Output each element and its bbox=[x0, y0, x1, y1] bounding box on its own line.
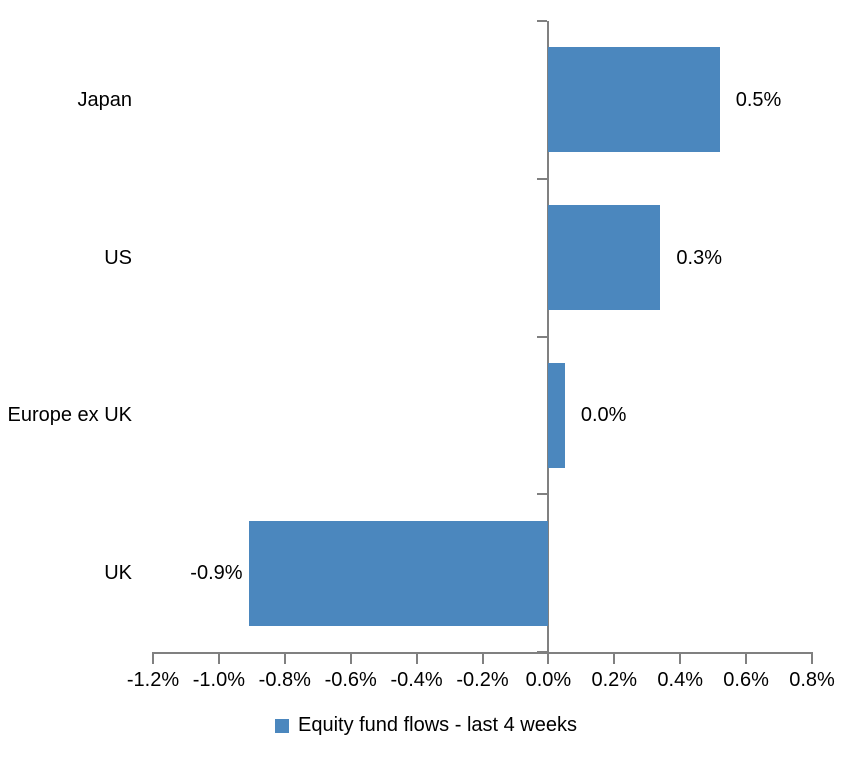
category-boundary-tick bbox=[537, 20, 548, 22]
category-label: Europe ex UK bbox=[7, 404, 132, 427]
bar bbox=[548, 362, 565, 468]
x-axis-tick-label: 0.6% bbox=[723, 669, 769, 691]
x-axis-tick-label: -1.0% bbox=[192, 669, 246, 691]
legend: Equity fund flows - last 4 weeks bbox=[0, 714, 852, 737]
x-axis-tick-label: -0.4% bbox=[390, 669, 443, 691]
x-axis-tick bbox=[745, 652, 748, 664]
x-axis-tick-label: -1.2% bbox=[126, 669, 180, 691]
value-label: 0.5% bbox=[735, 88, 782, 111]
x-axis-tick-label: 0.8% bbox=[789, 669, 835, 691]
value-label: -0.9% bbox=[190, 562, 243, 585]
x-axis-tick-label: -0.2% bbox=[456, 669, 509, 691]
x-axis-tick-label: -0.6% bbox=[324, 669, 377, 691]
x-axis-tick bbox=[217, 652, 220, 664]
category-label: US bbox=[104, 246, 132, 269]
vertical-axis-line bbox=[547, 21, 550, 654]
x-axis-tick-label: -0.8% bbox=[258, 669, 311, 691]
x-axis-tick-label: 0.2% bbox=[591, 669, 638, 691]
value-label: 0.3% bbox=[676, 246, 723, 269]
x-axis-tick bbox=[481, 652, 484, 664]
legend-swatch bbox=[274, 718, 289, 733]
x-axis-tick bbox=[283, 652, 286, 664]
bar bbox=[248, 520, 549, 626]
category-boundary-tick bbox=[537, 493, 548, 496]
x-axis-tick bbox=[547, 652, 550, 664]
category-boundary-tick bbox=[537, 651, 548, 653]
x-axis-tick-label: 0.4% bbox=[657, 669, 703, 691]
x-axis-tick bbox=[349, 652, 352, 664]
value-label: 0.0% bbox=[580, 404, 627, 427]
bar bbox=[548, 47, 720, 153]
x-axis-tick-label: 0.0% bbox=[525, 669, 572, 691]
legend-label: Equity fund flows - last 4 weeks bbox=[297, 714, 577, 736]
x-axis-tick bbox=[811, 652, 813, 664]
x-axis-tick bbox=[152, 652, 154, 664]
category-boundary-tick bbox=[537, 335, 548, 338]
x-axis-tick bbox=[679, 652, 682, 664]
category-label: UK bbox=[104, 562, 132, 585]
category-label: Japan bbox=[77, 88, 133, 111]
bar bbox=[548, 205, 661, 311]
x-axis-tick bbox=[613, 652, 616, 664]
x-axis-tick bbox=[415, 652, 418, 664]
category-boundary-tick bbox=[537, 177, 548, 180]
